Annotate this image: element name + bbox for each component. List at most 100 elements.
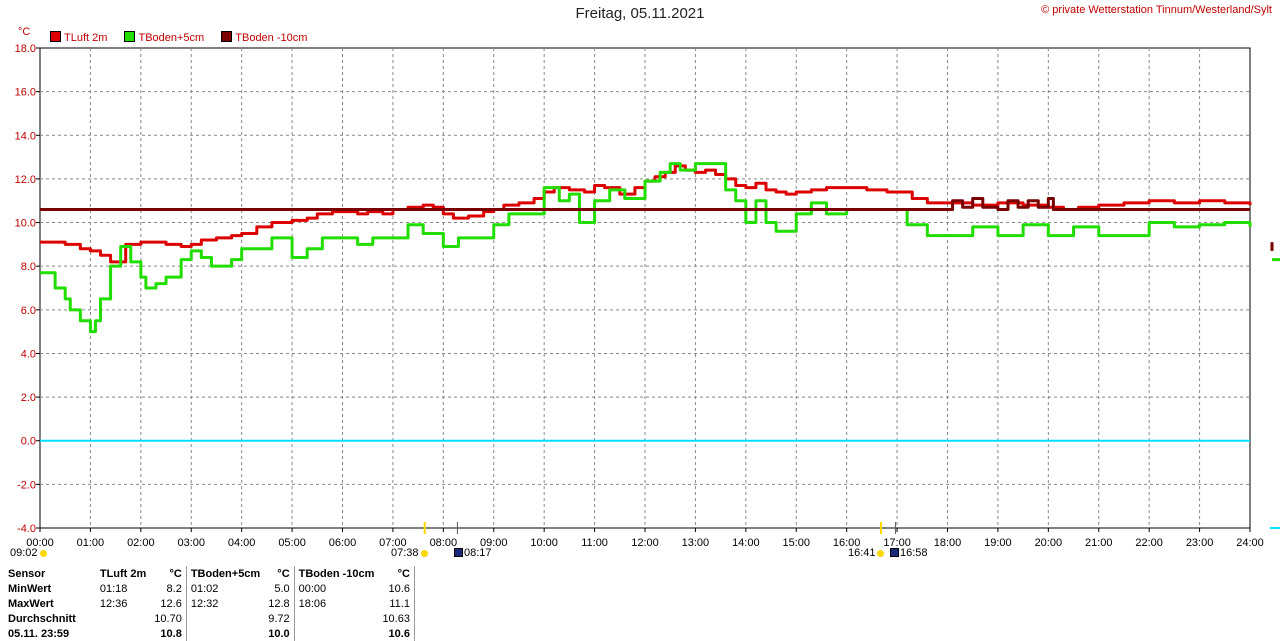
legend-item-tboden10: TBoden -10cm (221, 31, 307, 44)
sun-icon (877, 550, 884, 557)
x-tick-label: 15:00 (782, 537, 810, 549)
legend-label: TBoden+5cm (138, 32, 205, 44)
stats-cell: 5.0 (264, 581, 295, 596)
x-tick-label: 17:00 (883, 537, 911, 549)
stats-header-row: Sensor TLuft 2m °C TBoden+5cm °C TBoden … (4, 566, 415, 581)
x-tick-label: 01:00 (77, 537, 105, 549)
stats-cell (186, 626, 264, 641)
stats-cell: 00:00 (298, 582, 327, 595)
stats-row-label: MaxWert (8, 597, 54, 610)
legend-label: TLuft 2m (64, 32, 108, 44)
y-tick-label: 14.0 (15, 130, 36, 142)
legend-swatch (124, 31, 136, 42)
x-tick-label: 14:00 (732, 537, 760, 549)
moon-icon (454, 548, 463, 557)
x-tick-label: 07:00 (379, 537, 407, 549)
y-tick-label: 10.0 (15, 218, 36, 230)
stats-cell: 12.6 (150, 596, 187, 611)
x-tick-label: 23:00 (1186, 537, 1214, 549)
x-tick-label: 11:00 (581, 537, 608, 549)
x-tick-label: 10:00 (530, 537, 558, 549)
stats-row: MaxWert 12:36 12.6 12:32 12.8 18:06 11.1 (4, 596, 415, 611)
stats-cell: 10.70 (150, 611, 187, 626)
sun-icon (421, 550, 428, 557)
x-tick-label: 06:00 (329, 537, 357, 549)
x-tick-label: 16:00 (833, 537, 861, 549)
x-tick-label: 04:00 (228, 537, 256, 549)
stats-cell (80, 626, 150, 641)
sunrise-time: 07:38 (391, 547, 419, 559)
stats-header: Sensor (8, 567, 46, 580)
x-tick-label: 05:00 (278, 537, 306, 549)
stats-header: TBoden+5cm (190, 567, 261, 580)
stats-cell: 10.0 (264, 626, 295, 641)
stats-cell: 10.6 (378, 626, 415, 641)
moonset-time: 09:02 (10, 547, 38, 559)
stats-cell (294, 626, 378, 641)
stats-header: °C (378, 566, 415, 581)
y-tick-label: 12.0 (15, 174, 36, 186)
page-title: Freitag, 05.11.2021 (575, 5, 705, 22)
stats-row: 05.11. 23:59 10.8 10.0 10.6 (4, 626, 415, 641)
stats-header: °C (264, 566, 295, 581)
y-tick-label: 6.0 (21, 305, 36, 317)
stats-cell: 01:18 (99, 582, 128, 595)
legend-swatch (50, 31, 61, 42)
y-tick-label: 0.0 (21, 436, 36, 448)
stats-header: °C (150, 566, 187, 581)
stats-cell: 9.72 (264, 611, 295, 626)
x-tick-label: 08:00 (430, 537, 458, 549)
series-line (40, 197, 1250, 211)
y-tick-label: 2.0 (21, 392, 36, 404)
stats-cell: 12:36 (99, 597, 128, 610)
x-tick-label: 03:00 (177, 537, 205, 549)
stats-cell: 10.8 (150, 626, 187, 641)
x-tick-label: 20:00 (1035, 537, 1063, 549)
x-tick-label: 13:00 (682, 537, 710, 549)
stats-row-label: Durchschnitt (8, 612, 76, 625)
stats-cell: 10.6 (378, 581, 415, 596)
sunset-time: 16:41 (848, 547, 876, 559)
stats-table: Sensor TLuft 2m °C TBoden+5cm °C TBoden … (4, 566, 415, 641)
y-tick-label: 8.0 (21, 261, 36, 273)
series-line (40, 162, 1252, 334)
y-tick-label: 18.0 (15, 43, 36, 55)
moon-icon (40, 550, 47, 557)
series-line (40, 164, 1252, 264)
stats-row: Durchschnitt 10.70 9.72 10.63 (4, 611, 415, 626)
stats-header: TBoden -10cm (298, 567, 375, 580)
legend: TLuft 2m TBoden+5cm TBoden -10cm (50, 31, 321, 44)
stats-cell (186, 611, 264, 626)
x-tick-label: 09:00 (480, 537, 508, 549)
stats-cell: 18:06 (298, 597, 327, 610)
x-tick-label: 22:00 (1135, 537, 1163, 549)
stats-row: MinWert 01:18 8.2 01:02 5.0 00:00 10.6 (4, 581, 415, 596)
stats-row-label: MinWert (8, 582, 52, 595)
x-tick-label: 24:00 (1236, 537, 1264, 549)
y-tick-label: 16.0 (15, 87, 36, 99)
stats-cell: 12:32 (190, 597, 219, 610)
copyright-notice: © private Wetterstation Tinnum/Westerlan… (1041, 4, 1272, 16)
stats-header: TLuft 2m (99, 567, 147, 580)
stats-cell: 12.8 (264, 596, 295, 611)
stats-cell: 8.2 (150, 581, 187, 596)
moon-late-time: 16:58 (900, 547, 928, 559)
x-tick-label: 12:00 (631, 537, 659, 549)
x-tick-label: 19:00 (984, 537, 1012, 549)
legend-swatch (221, 31, 233, 42)
x-tick-label: 21:00 (1085, 537, 1113, 549)
stats-cell (294, 611, 378, 626)
stats-cell: 10.63 (378, 611, 415, 626)
stats-cell: 11.1 (378, 596, 415, 611)
legend-label: TBoden -10cm (235, 32, 308, 44)
y-tick-label: 4.0 (21, 348, 36, 360)
stats-row-label: 05.11. 23:59 (8, 627, 70, 640)
y-axis-unit: °C (18, 26, 31, 38)
stats-cell (80, 611, 150, 626)
stats-cell: 01:02 (190, 582, 219, 595)
moonrise-time: 08:17 (464, 547, 492, 559)
y-tick-label: -4.0 (17, 523, 36, 535)
moon-icon (890, 548, 899, 557)
x-tick-label: 02:00 (127, 537, 155, 549)
